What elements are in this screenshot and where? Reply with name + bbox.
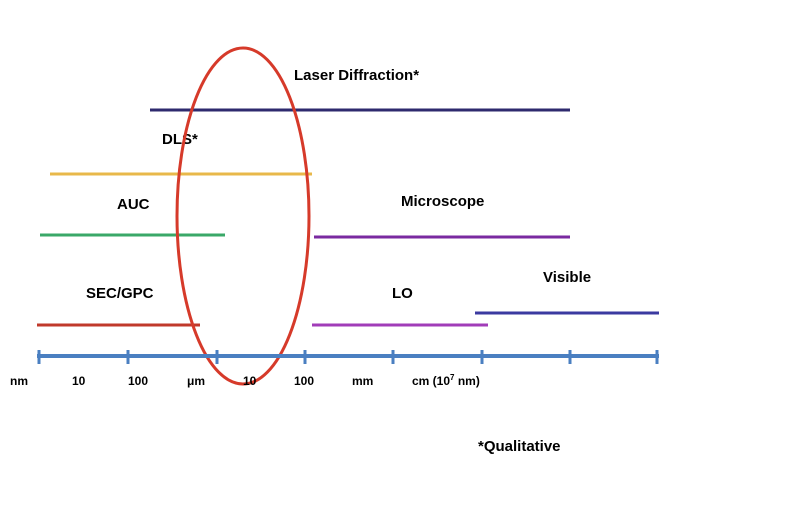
laser-diffraction-label: Laser Diffraction*: [294, 67, 419, 84]
dls-label: DLS*: [162, 131, 198, 148]
auc-label: AUC: [117, 196, 150, 213]
size-scale-axis: [37, 350, 659, 364]
sec-gpc-label: SEC/GPC: [86, 285, 154, 302]
lo-label: LO: [392, 285, 413, 302]
tick-label-100-um: 100: [294, 374, 314, 388]
visible-label: Visible: [543, 269, 591, 286]
qualitative-footnote: *Qualitative: [478, 438, 561, 455]
microscope-label: Microscope: [401, 193, 484, 210]
highlight-ellipse: [175, 46, 311, 386]
tick-label-cm: cm (107 nm): [412, 373, 480, 388]
tick-label-mm: mm: [352, 374, 373, 388]
tick-label-100: 100: [128, 374, 148, 388]
tick-label-10: 10: [72, 374, 86, 388]
tick-label-nm: nm: [10, 374, 28, 388]
tick-label-10-um: 10: [243, 374, 257, 388]
tick-label-um: μm: [187, 374, 205, 388]
